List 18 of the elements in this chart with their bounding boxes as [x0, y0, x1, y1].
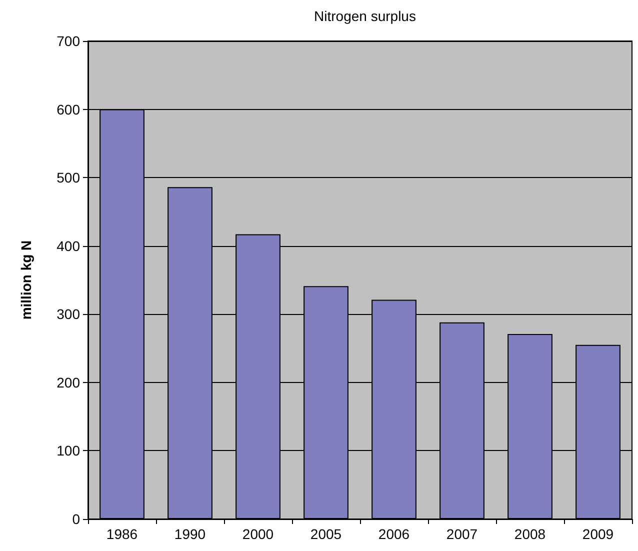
x-tick-label: 2006 — [378, 526, 410, 542]
y-tick-label: 300 — [56, 306, 80, 322]
x-tick-label: 2000 — [242, 526, 274, 542]
y-tick-label: 100 — [56, 442, 80, 459]
chart-title: Nitrogen surplus — [314, 8, 416, 24]
x-tick-label: 2009 — [582, 526, 614, 542]
y-tick-label: 700 — [56, 33, 80, 49]
y-tick-label: 0 — [72, 511, 80, 527]
y-tick-label: 200 — [56, 374, 80, 390]
y-tick-label: 600 — [56, 101, 80, 118]
x-tick-label: 1986 — [106, 526, 138, 542]
x-tick-label: 2007 — [446, 526, 478, 542]
x-tick-label: 1990 — [174, 526, 206, 542]
y-tick-label: 500 — [56, 170, 80, 186]
y-tick-label: 400 — [56, 238, 80, 254]
x-tick-label: 2005 — [310, 526, 342, 542]
x-tick-label: 2008 — [514, 526, 546, 542]
y-axis-title: million kg N — [18, 240, 34, 320]
